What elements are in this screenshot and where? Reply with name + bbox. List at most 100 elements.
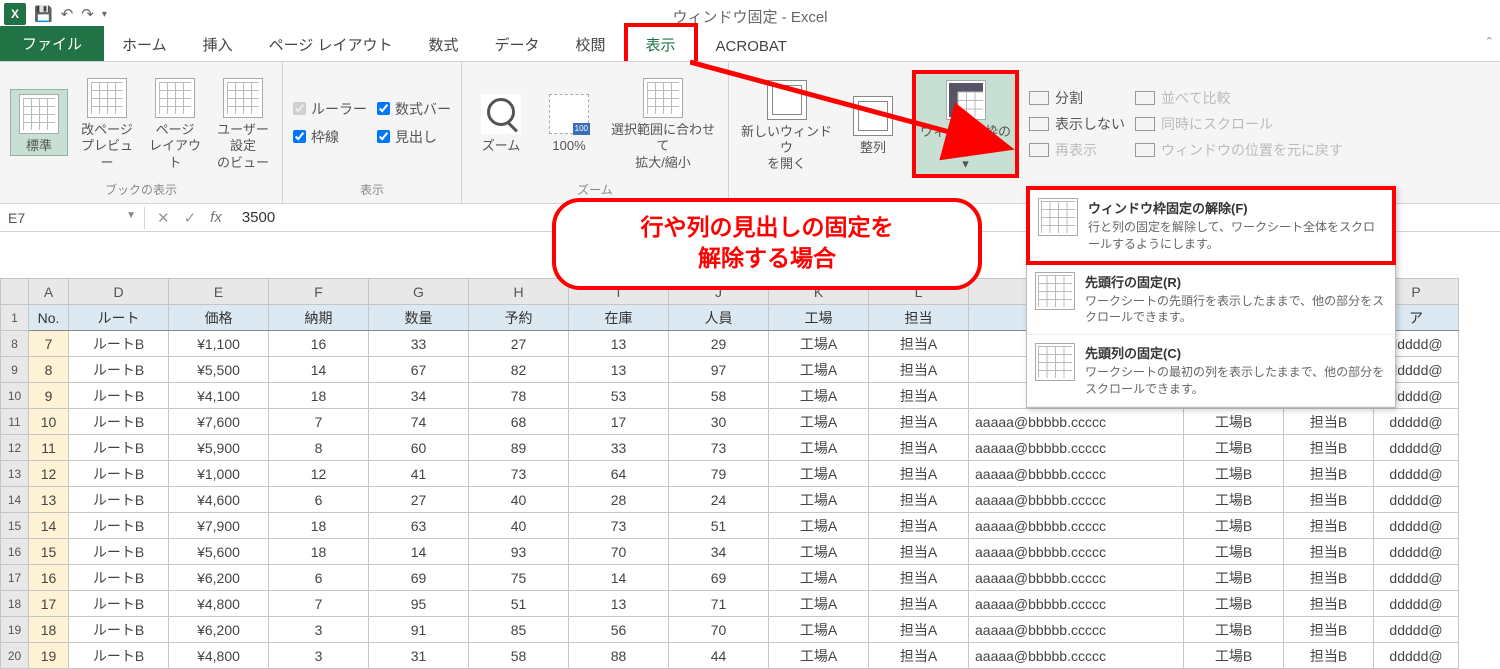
cell[interactable]: 10	[29, 409, 69, 435]
cell[interactable]: 34	[669, 539, 769, 565]
cell[interactable]: 19	[29, 643, 69, 669]
cell[interactable]: 担当B	[1284, 461, 1374, 487]
cell[interactable]: aaaaa@bbbbb.ccccc	[969, 539, 1184, 565]
cell[interactable]: 34	[369, 383, 469, 409]
cell[interactable]: 工場A	[769, 643, 869, 669]
cell[interactable]: 18	[269, 383, 369, 409]
cell[interactable]: 担当B	[1284, 409, 1374, 435]
tab-formulas[interactable]: 数式	[410, 27, 476, 61]
cell[interactable]: 担当A	[869, 513, 969, 539]
cell[interactable]: 担当B	[1284, 643, 1374, 669]
cell[interactable]: 27	[469, 331, 569, 357]
pagebreak-preview-button[interactable]: 改ページ プレビュー	[78, 74, 136, 171]
cell[interactable]: 7	[269, 591, 369, 617]
cell[interactable]: 14	[369, 539, 469, 565]
cell[interactable]: 工場	[769, 305, 869, 331]
row-header[interactable]: 20	[1, 643, 29, 669]
cell[interactable]: 30	[669, 409, 769, 435]
cell[interactable]: 担当B	[1284, 565, 1374, 591]
cell[interactable]: 82	[469, 357, 569, 383]
cell[interactable]: ルートB	[69, 461, 169, 487]
cell[interactable]: 担当B	[1284, 513, 1374, 539]
cell[interactable]: 71	[669, 591, 769, 617]
row-header[interactable]: 1	[1, 305, 29, 331]
cell[interactable]: 13	[569, 331, 669, 357]
cell[interactable]: 95	[369, 591, 469, 617]
cell[interactable]: 工場B	[1184, 643, 1284, 669]
cell[interactable]: 73	[569, 513, 669, 539]
cell[interactable]: 工場B	[1184, 617, 1284, 643]
cell[interactable]: 工場A	[769, 617, 869, 643]
cell[interactable]: ¥5,500	[169, 357, 269, 383]
cell[interactable]: ¥4,600	[169, 487, 269, 513]
namebox-dropdown-icon[interactable]: ▼	[126, 210, 136, 226]
cell[interactable]: 価格	[169, 305, 269, 331]
cell[interactable]: 工場B	[1184, 409, 1284, 435]
cell[interactable]: 工場A	[769, 357, 869, 383]
cell[interactable]: 工場B	[1184, 435, 1284, 461]
cell[interactable]: 33	[369, 331, 469, 357]
zoom-selection-button[interactable]: 選択範囲に合わせて 拡大/縮小	[608, 74, 718, 171]
cell[interactable]: 工場B	[1184, 591, 1284, 617]
tab-insert[interactable]: 挿入	[185, 27, 251, 61]
cell[interactable]: 85	[469, 617, 569, 643]
cancel-icon[interactable]: ✕	[157, 209, 170, 227]
cell[interactable]: 12	[29, 461, 69, 487]
cell[interactable]: ddddd@	[1374, 409, 1459, 435]
undo-icon[interactable]: ↶	[61, 5, 74, 23]
headings-checkbox[interactable]: 見出し	[377, 127, 451, 147]
cell[interactable]: 工場A	[769, 539, 869, 565]
cell[interactable]: 74	[369, 409, 469, 435]
cell[interactable]: 64	[569, 461, 669, 487]
cell[interactable]: 工場B	[1184, 565, 1284, 591]
cell[interactable]: 53	[569, 383, 669, 409]
cell[interactable]: 9	[29, 383, 69, 409]
cell[interactable]: ルートB	[69, 409, 169, 435]
cell[interactable]: 40	[469, 487, 569, 513]
cell[interactable]: 12	[269, 461, 369, 487]
cell[interactable]: 在庫	[569, 305, 669, 331]
cell[interactable]: 工場B	[1184, 539, 1284, 565]
cell[interactable]: ¥1,000	[169, 461, 269, 487]
cell[interactable]: ルートB	[69, 617, 169, 643]
cell[interactable]: 担当B	[1284, 591, 1374, 617]
cell[interactable]: aaaaa@bbbbb.ccccc	[969, 409, 1184, 435]
cell[interactable]: 27	[369, 487, 469, 513]
freeze-panes-button[interactable]: ウィンドウ枠の 固定 ▾	[918, 76, 1013, 173]
cell[interactable]: 担当A	[869, 487, 969, 513]
cell[interactable]: 6	[269, 565, 369, 591]
cell[interactable]: ¥5,900	[169, 435, 269, 461]
cell[interactable]: ルートB	[69, 565, 169, 591]
cell[interactable]: 3	[269, 643, 369, 669]
cell[interactable]: ddddd@	[1374, 487, 1459, 513]
cell[interactable]: 担当	[869, 305, 969, 331]
col-header[interactable]: F	[269, 279, 369, 305]
cell[interactable]: 28	[569, 487, 669, 513]
cell[interactable]: 担当A	[869, 435, 969, 461]
cell[interactable]: 79	[669, 461, 769, 487]
cell[interactable]: aaaaa@bbbbb.ccccc	[969, 617, 1184, 643]
cell[interactable]: 担当B	[1284, 617, 1374, 643]
name-box[interactable]: E7▼	[0, 207, 145, 229]
arrange-all-button[interactable]: 整列	[844, 92, 902, 156]
cell[interactable]: 67	[369, 357, 469, 383]
unfreeze-panes-item[interactable]: ウィンドウ枠固定の解除(F)行と列の固定を解除して、ワークシート全体をスクロール…	[1026, 186, 1396, 265]
redo-icon[interactable]: ↷	[81, 5, 94, 23]
cell[interactable]: 13	[569, 357, 669, 383]
normal-view-button[interactable]: 標準	[10, 89, 68, 155]
tab-review[interactable]: 校閲	[558, 27, 624, 61]
cell[interactable]: 63	[369, 513, 469, 539]
cell[interactable]: ¥4,800	[169, 591, 269, 617]
cell[interactable]: 工場A	[769, 513, 869, 539]
tab-pagelayout[interactable]: ページ レイアウト	[251, 27, 411, 61]
cell[interactable]: ¥6,200	[169, 617, 269, 643]
cell[interactable]: 41	[369, 461, 469, 487]
cell[interactable]: 担当A	[869, 357, 969, 383]
cell[interactable]: 51	[469, 591, 569, 617]
cell[interactable]: ¥6,200	[169, 565, 269, 591]
cell[interactable]: 担当A	[869, 539, 969, 565]
cell[interactable]: 納期	[269, 305, 369, 331]
cell[interactable]: 担当A	[869, 383, 969, 409]
custom-views-button[interactable]: ユーザー設定 のビュー	[214, 74, 272, 171]
cell[interactable]: ルートB	[69, 539, 169, 565]
